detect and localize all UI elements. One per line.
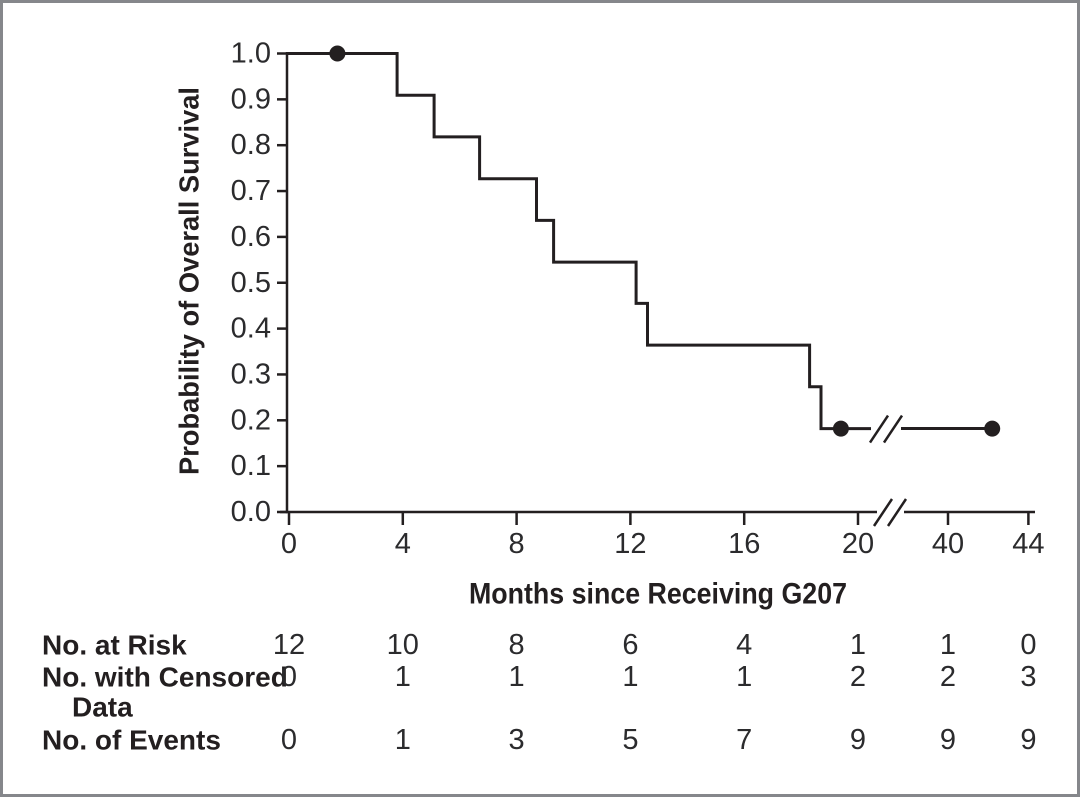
km-survival-chart: 0.00.10.20.30.40.50.60.70.80.91.0 0 4 8 12 1… <box>42 38 1045 757</box>
y-tick-label: 0.0 <box>231 496 271 528</box>
risk-table-value: 7 <box>736 724 752 756</box>
risk-table-value: 2 <box>850 661 866 693</box>
risk-table-row-label: Data <box>72 692 133 723</box>
risk-table-value: 10 <box>387 629 419 661</box>
censor-mark <box>832 420 849 437</box>
x-tick-label: 40 <box>932 528 964 560</box>
y-tick-label: 0.4 <box>231 313 271 345</box>
x-tick-label: 12 <box>614 528 646 560</box>
x-tick-label: 0 <box>281 528 297 560</box>
risk-table-value: 1 <box>736 661 752 693</box>
x-tick-label: 4 <box>395 528 411 560</box>
risk-table-value: 1 <box>940 629 956 661</box>
risk-table-value: 1 <box>850 629 866 661</box>
x-tick-label: 20 <box>842 528 874 560</box>
risk-table-value: 0 <box>1020 629 1036 661</box>
survival-curve <box>287 45 1001 444</box>
risk-table-row-label: No. at Risk <box>42 630 187 661</box>
x-tick-label: 44 <box>1012 528 1044 560</box>
y-tick-label: 0.1 <box>231 450 271 482</box>
risk-table-value: 9 <box>1020 724 1036 756</box>
y-axis-title: Probability of Overall Survival <box>174 87 205 475</box>
x-tick-label: 8 <box>509 528 525 560</box>
risk-table-value: 8 <box>509 629 525 661</box>
risk-table-value: 1 <box>395 661 411 693</box>
y-tick-label: 0.7 <box>231 175 271 207</box>
curve-break-slash <box>868 414 890 444</box>
risk-table-value: 1 <box>509 661 525 693</box>
y-tick-label: 0.5 <box>231 267 271 299</box>
x-axis-break-slash <box>872 498 894 527</box>
risk-table-value: 12 <box>273 629 305 661</box>
risk-table-row-label: No. with Censored <box>42 662 288 693</box>
risk-table-value: 3 <box>1020 661 1036 693</box>
y-tick-label: 0.2 <box>231 404 271 436</box>
censor-mark <box>329 45 346 62</box>
risk-table-value: 1 <box>622 661 638 693</box>
y-tick-label: 0.6 <box>231 221 271 253</box>
risk-table-row-label: No. of Events <box>42 725 221 756</box>
y-tick-label: 0.9 <box>231 83 271 115</box>
y-tick-label: 0.3 <box>231 358 271 390</box>
risk-table: No. at Risk 12 10 8 6 4 1 1 0No. with CensoredDa… <box>42 629 1036 756</box>
y-axis: 0.0 0.1 0.2 0.3 0.4 0.5 0.6 0.7 0.8 0.9 1.0 <box>231 38 289 528</box>
risk-table-value: 9 <box>940 724 956 756</box>
risk-table-value: 5 <box>622 724 638 756</box>
risk-table-value: 0 <box>281 661 297 693</box>
survival-step-path <box>287 52 871 431</box>
risk-table-value: 0 <box>281 724 297 756</box>
risk-table-value: 3 <box>509 724 525 756</box>
x-axis-title: Months since Receiving G207 <box>469 578 847 611</box>
risk-table-value: 6 <box>622 629 638 661</box>
y-tick-label: 1.0 <box>231 38 271 70</box>
risk-table-value: 2 <box>940 661 956 693</box>
x-tick-label: 16 <box>728 528 760 560</box>
risk-table-value: 9 <box>850 724 866 756</box>
risk-table-value: 1 <box>395 724 411 756</box>
risk-table-value: 4 <box>736 629 752 661</box>
x-axis: 0 4 8 12 16 20 40 44 <box>280 498 1045 560</box>
censor-mark <box>984 420 1001 437</box>
curve-break-slash <box>882 414 904 444</box>
y-tick-label: 0.8 <box>231 129 271 161</box>
x-axis-break-slash <box>886 498 908 527</box>
